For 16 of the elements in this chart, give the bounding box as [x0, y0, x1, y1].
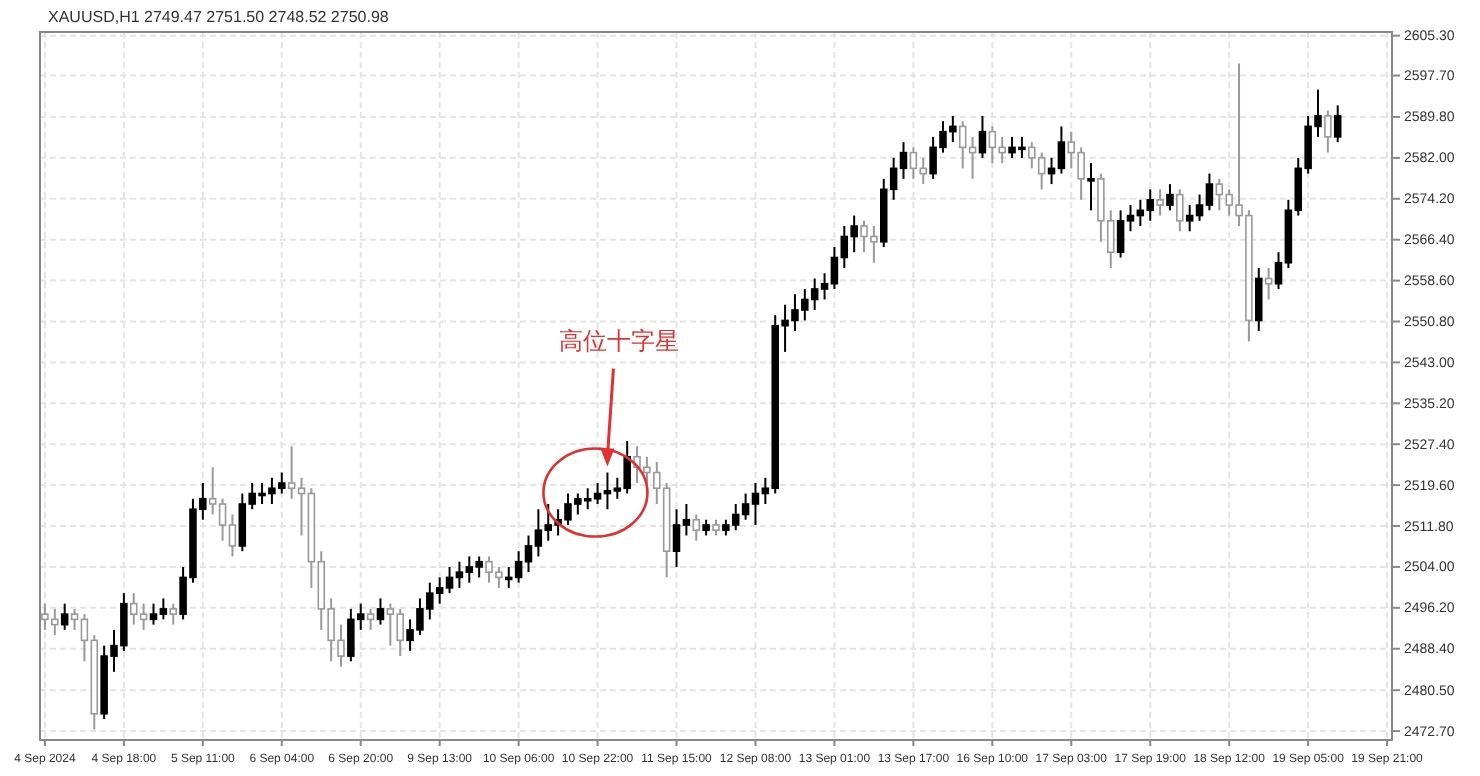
candlestick	[978, 114, 987, 159]
candlestick	[366, 607, 375, 631]
candlestick	[692, 513, 701, 542]
candlestick	[1166, 183, 1174, 212]
candlestick	[1333, 104, 1342, 144]
candlestick	[1255, 267, 1263, 332]
candlestick	[1176, 188, 1184, 233]
chart-title: XAUUSD,H1 2749.47 2751.50 2748.52 2750.98	[48, 8, 390, 26]
candlestick	[376, 597, 385, 626]
candlestick	[1324, 109, 1332, 154]
candlestick	[1087, 162, 1095, 212]
annotation: 高位十字星	[559, 326, 680, 355]
candlestick	[169, 602, 177, 626]
candlestick	[60, 602, 69, 631]
candlestick	[1156, 188, 1164, 217]
candlestick	[1264, 267, 1273, 301]
